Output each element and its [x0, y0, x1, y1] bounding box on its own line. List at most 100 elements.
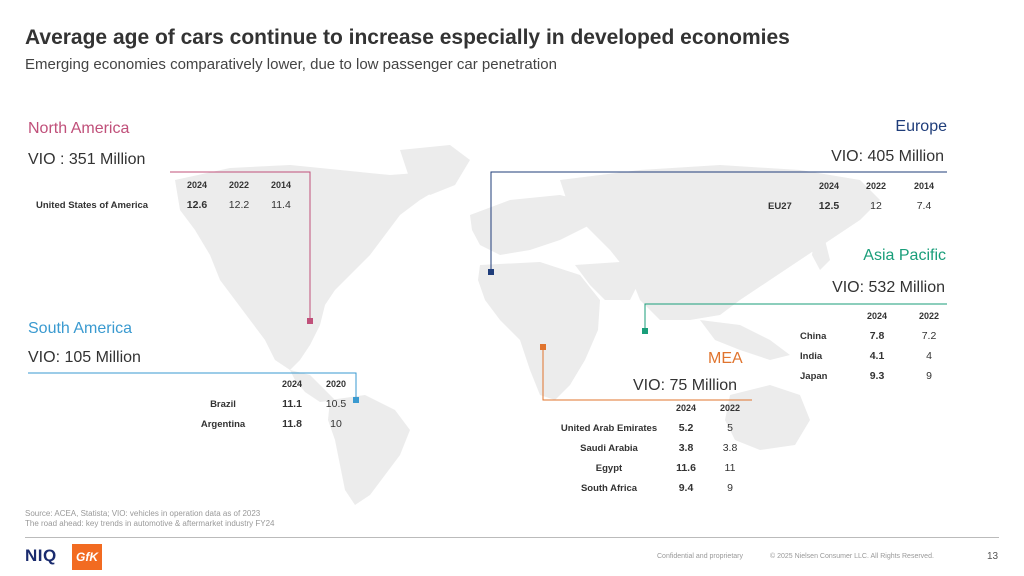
table-row: United Arab Emirates 5.2 5 — [554, 418, 752, 438]
cell-value: 5 — [727, 422, 733, 434]
cell-value: 11.4 — [271, 199, 291, 211]
table-north-america: 2024 2022 2014 United States of America … — [36, 175, 302, 215]
cell-value: 12.6 — [186, 199, 208, 211]
marker-north-america — [307, 318, 313, 324]
vio-asia-pacific: VIO: 532 Million — [832, 279, 945, 296]
col-header: 2024 — [675, 403, 697, 413]
col-header: 2024 — [818, 181, 840, 191]
vio-mea: VIO: 75 Million — [633, 377, 738, 394]
source-line: Source: ACEA, Statista; VIO: vehicles in… — [25, 509, 261, 518]
cell-value: 11 — [724, 462, 736, 474]
map-africa — [478, 262, 600, 400]
cell-value: 12 — [870, 200, 882, 212]
table-row: Brazil 11.1 10.5 — [176, 394, 358, 414]
table-row: Argentina 11.8 10 — [176, 414, 358, 434]
region-title-europe: Europe — [895, 118, 947, 135]
cell-value: 11.8 — [282, 418, 302, 430]
map-central-america — [290, 370, 335, 402]
vio-north-america: VIO : 351 Million — [28, 151, 146, 168]
map-europe — [470, 195, 600, 255]
col-header: 2020 — [325, 379, 347, 389]
region-title-north-america: North America — [28, 120, 130, 137]
table-row: EU27 12.5 12 7.4 — [768, 196, 946, 216]
table-row: South Africa 9.4 9 — [554, 478, 752, 498]
cell-value: 11.1 — [282, 398, 302, 410]
marker-asia-pacific — [642, 328, 648, 334]
col-header: 2024 — [186, 180, 208, 190]
col-header: 2022 — [228, 180, 250, 190]
copyright-note: © 2025 Nielsen Consumer LLC. All Rights … — [770, 553, 934, 560]
table-south-america: 2024 2020 Brazil 11.1 10.5 Argentina 11.… — [176, 374, 358, 434]
region-title-mea: MEA — [708, 350, 743, 367]
cell-value: 7.4 — [916, 200, 932, 212]
cell-value: 3.8 — [678, 442, 694, 454]
row-label: United Arab Emirates — [560, 422, 658, 434]
table-mea: 2024 2022 United Arab Emirates 5.2 5 Sau… — [554, 398, 752, 498]
cell-value: 10.5 — [325, 398, 347, 410]
cell-value: 4.1 — [869, 350, 885, 362]
marker-south-america — [353, 397, 359, 403]
connector-asia-pacific — [644, 303, 947, 331]
row-label: China — [800, 330, 827, 342]
table-header-row: 2024 2020 — [176, 374, 358, 394]
cell-value: 10 — [330, 418, 342, 430]
row-label: Brazil — [210, 398, 236, 410]
col-header: 2022 — [918, 311, 940, 321]
source-line: The road ahead: key trends in automotive… — [25, 519, 275, 528]
table-header-row: 2024 2022 2014 — [36, 175, 302, 195]
map-japan — [812, 235, 830, 270]
page-number: 13 — [987, 551, 999, 562]
table-row: China 7.8 7.2 — [800, 326, 954, 346]
cell-value: 4 — [926, 350, 932, 362]
row-label: Saudi Arabia — [580, 442, 638, 454]
cell-value: 12.5 — [818, 200, 840, 212]
map-asia — [560, 165, 880, 320]
col-header: 2024 — [866, 311, 888, 321]
cell-value: 9.4 — [678, 482, 694, 494]
row-label: Argentina — [200, 418, 246, 430]
connector-mea — [542, 347, 752, 401]
row-label: United States of America — [36, 199, 149, 211]
cell-value: 11.6 — [676, 462, 696, 474]
footer-divider — [25, 537, 999, 538]
marker-mea — [540, 344, 546, 350]
table-row: Japan 9.3 9 — [800, 366, 954, 386]
gfk-logo: GfK — [72, 544, 102, 570]
confidential-note: Confidential and proprietary — [657, 553, 743, 560]
connector-north-america — [170, 171, 311, 321]
table-header-row: 2024 2022 — [800, 306, 954, 326]
cell-value: 5.2 — [678, 422, 694, 434]
cell-value: 9 — [727, 482, 733, 494]
table-row: India 4.1 4 — [800, 346, 954, 366]
table-asia-pacific: 2024 2022 China 7.8 7.2 India 4.1 4 Japa… — [800, 306, 954, 386]
vio-europe: VIO: 405 Million — [831, 148, 944, 165]
row-label: EU27 — [768, 200, 792, 212]
col-header: 2024 — [281, 379, 303, 389]
cell-value: 7.2 — [921, 330, 937, 342]
col-header: 2022 — [865, 181, 887, 191]
cell-value: 9.3 — [869, 370, 885, 382]
table-header-row: 2024 2022 — [554, 398, 752, 418]
region-title-south-america: South America — [28, 320, 133, 337]
table-row: Egypt 11.6 11 — [554, 458, 752, 478]
cell-value: 12.2 — [228, 199, 250, 211]
page-subtitle: Emerging economies comparatively lower, … — [25, 56, 557, 73]
table-row: United States of America 12.6 12.2 11.4 — [36, 195, 302, 215]
marker-europe — [488, 269, 494, 275]
page-title: Average age of cars continue to increase… — [25, 26, 790, 49]
cell-value: 3.8 — [722, 442, 738, 454]
region-title-asia-pacific: Asia Pacific — [863, 247, 946, 264]
col-header: 2014 — [270, 180, 292, 190]
map-greenland — [400, 145, 470, 195]
row-label: Japan — [800, 370, 828, 382]
col-header: 2014 — [913, 181, 935, 191]
map-southeast-asia — [700, 320, 790, 360]
table-header-row: 2024 2022 2014 — [768, 176, 946, 196]
vio-south-america: VIO: 105 Million — [28, 349, 141, 366]
map-south-america — [328, 395, 410, 505]
table-europe: 2024 2022 2014 EU27 12.5 12 7.4 — [768, 176, 946, 216]
source-note: Source: ACEA, Statista; VIO: vehicles in… — [25, 509, 274, 529]
connector-south-america — [28, 372, 357, 400]
table-row: Saudi Arabia 3.8 3.8 — [554, 438, 752, 458]
